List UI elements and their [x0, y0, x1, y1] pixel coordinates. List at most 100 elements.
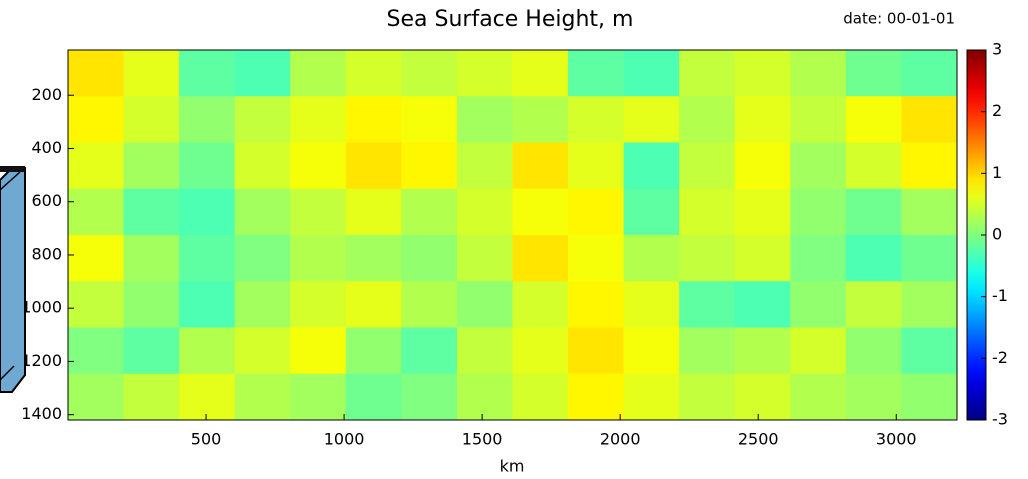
cell	[345, 50, 402, 97]
cell	[290, 327, 347, 375]
cell	[456, 142, 513, 190]
cell	[123, 235, 180, 282]
cell	[290, 96, 347, 143]
cell	[901, 281, 958, 328]
x-tick-label: 2500	[738, 430, 779, 449]
cell	[901, 188, 958, 236]
cell	[123, 281, 180, 328]
cell	[790, 327, 847, 375]
cell	[679, 96, 736, 143]
colorbar-tick-label: 1	[992, 163, 1002, 182]
cell	[568, 373, 625, 421]
y-tick-label: 600	[31, 191, 62, 210]
cell	[734, 281, 791, 328]
cell	[679, 188, 736, 236]
cell	[568, 327, 625, 375]
cell	[734, 235, 791, 282]
cell	[123, 96, 180, 143]
y-tick-label: 1000	[21, 298, 62, 317]
cell	[512, 96, 569, 143]
cell	[345, 327, 402, 375]
cell	[456, 327, 513, 375]
cell	[123, 50, 180, 97]
cell	[401, 50, 458, 97]
heatmap	[68, 50, 958, 421]
cell	[290, 281, 347, 328]
cell	[401, 96, 458, 143]
cell	[68, 50, 125, 97]
cell	[401, 327, 458, 375]
cell	[845, 373, 902, 421]
cell	[623, 96, 680, 143]
cell	[512, 373, 569, 421]
cell	[512, 142, 569, 190]
cell	[845, 327, 902, 375]
cell	[623, 373, 680, 421]
cell	[456, 188, 513, 236]
cell	[845, 142, 902, 190]
x-tick-label: 2000	[600, 430, 641, 449]
cell	[734, 142, 791, 190]
colorbar-tick-label: -3	[992, 410, 1008, 429]
cell	[456, 50, 513, 97]
cell	[568, 281, 625, 328]
cell	[679, 142, 736, 190]
y-tick-label: 400	[31, 138, 62, 157]
cell	[290, 188, 347, 236]
cell	[623, 142, 680, 190]
cell	[512, 50, 569, 97]
cell	[234, 142, 291, 190]
x-tick-label: 1000	[324, 430, 365, 449]
cell	[623, 281, 680, 328]
cell	[790, 235, 847, 282]
cell	[345, 188, 402, 236]
cell	[679, 327, 736, 375]
cell	[679, 50, 736, 97]
cell	[790, 281, 847, 328]
cell	[845, 235, 902, 282]
y-tick-label: 200	[31, 85, 62, 104]
cell	[179, 142, 236, 190]
cell	[845, 281, 902, 328]
cell	[568, 235, 625, 282]
cell	[734, 327, 791, 375]
cell	[290, 373, 347, 421]
cell	[623, 188, 680, 236]
cell	[179, 235, 236, 282]
x-tick-label: 3000	[876, 430, 917, 449]
cell	[401, 142, 458, 190]
cell	[123, 188, 180, 236]
cell	[68, 327, 125, 375]
cell	[234, 235, 291, 282]
cell	[401, 281, 458, 328]
colorbar-tick-label: 2	[992, 101, 1002, 120]
y-tick-label: 800	[31, 244, 62, 263]
cell	[345, 142, 402, 190]
cell	[123, 373, 180, 421]
cell	[179, 281, 236, 328]
cell	[790, 50, 847, 97]
date-label: date: 00-01-01	[843, 10, 955, 28]
cell	[568, 142, 625, 190]
cell	[401, 235, 458, 282]
cell	[179, 50, 236, 97]
cell	[179, 188, 236, 236]
y-tick-label: 1200	[21, 351, 62, 370]
cell	[456, 373, 513, 421]
x-tick-label: 500	[191, 430, 222, 449]
y-tick-label: 1400	[21, 404, 62, 423]
cell	[901, 96, 958, 143]
cell	[234, 281, 291, 328]
cell	[68, 188, 125, 236]
cell	[68, 142, 125, 190]
cell	[234, 373, 291, 421]
cell	[234, 188, 291, 236]
colorbar-tick-label: 0	[992, 225, 1002, 244]
cell	[901, 50, 958, 97]
cell	[234, 327, 291, 375]
x-tick-label: 1500	[462, 430, 503, 449]
cell	[568, 96, 625, 143]
cell	[123, 327, 180, 375]
colorbar-tick-label: -2	[992, 348, 1008, 367]
cell	[290, 50, 347, 97]
